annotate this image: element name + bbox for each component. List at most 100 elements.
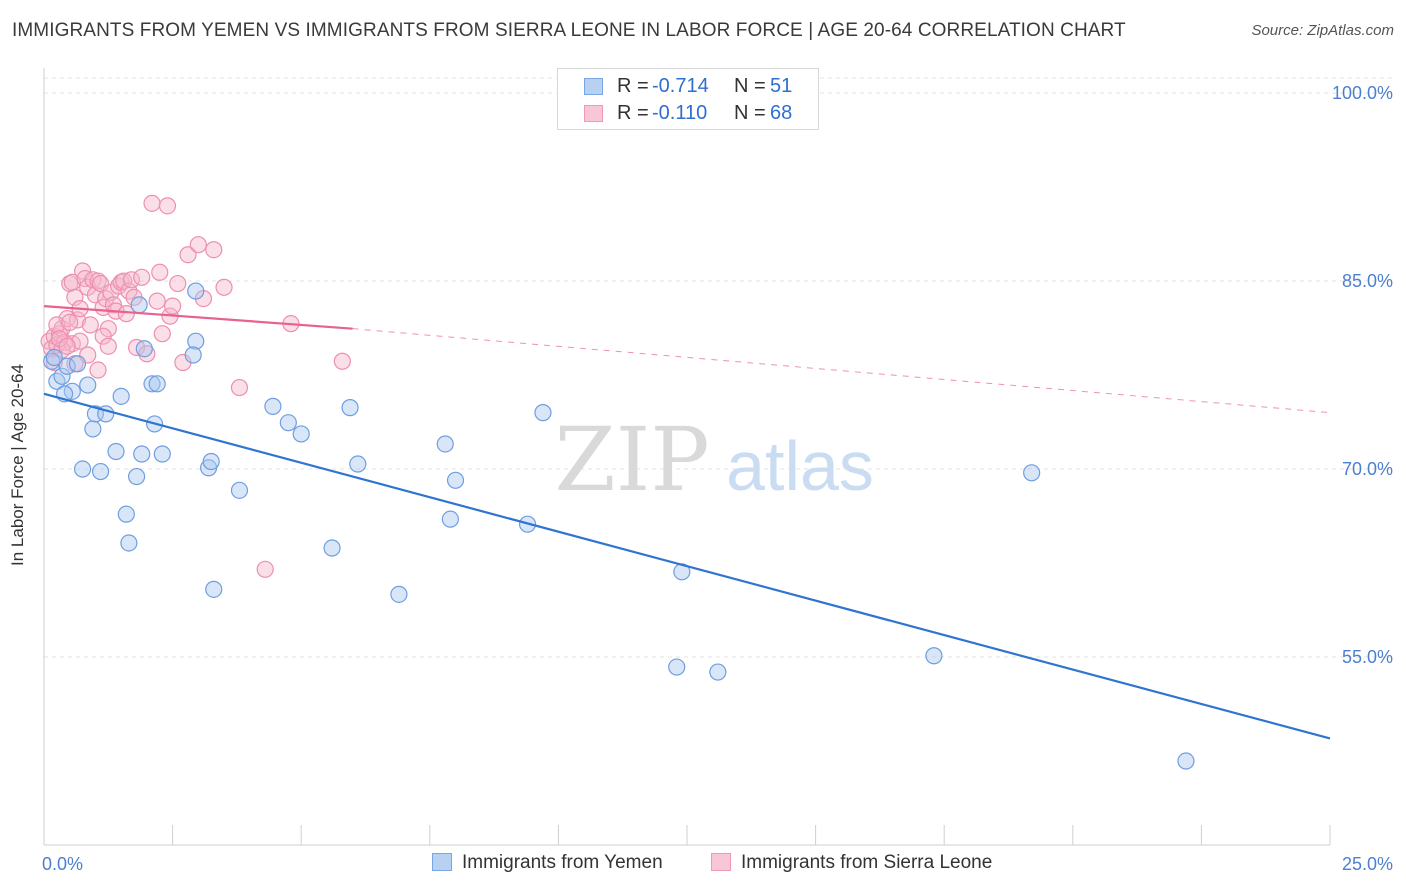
legend-r-value: -0.110: [652, 102, 708, 124]
point-sierra-leone: [81, 316, 99, 334]
point-yemen: [390, 585, 408, 603]
trend-line-sierra-leone-projection: [352, 328, 1331, 414]
axes: [43, 68, 1331, 846]
y-tick-labels: 55.0% 70.0% 85.0% 100.0%: [1332, 83, 1393, 667]
point-yemen: [112, 387, 130, 405]
point-yemen: [117, 505, 135, 523]
point-yemen: [79, 376, 97, 394]
point-sierra-leone: [333, 352, 351, 370]
point-yemen: [68, 355, 87, 373]
point-sierra-leone: [94, 327, 112, 345]
source-label: Source: ZipAtlas.com: [1251, 22, 1394, 39]
point-sierra-leone: [143, 194, 161, 212]
point-yemen: [135, 340, 153, 358]
point-yemen: [441, 510, 459, 528]
y-tick-label: 55.0%: [1342, 647, 1393, 667]
point-yemen: [292, 425, 310, 443]
watermark-zip: ZIP: [554, 408, 709, 511]
point-sierra-leone: [153, 325, 171, 343]
point-sierra-leone: [48, 316, 66, 334]
point-yemen: [187, 282, 205, 300]
legend-n-value: 68: [770, 102, 793, 124]
bottom-legend-label-yemen: Immigrants from Yemen: [462, 852, 663, 873]
point-sierra-leone: [148, 292, 166, 310]
point-yemen: [230, 481, 249, 499]
chart-title: IMMIGRANTS FROM YEMEN VS IMMIGRANTS FROM…: [12, 20, 1126, 41]
bottom-legend-yemen: Immigrants from Yemen: [432, 852, 663, 874]
point-yemen: [58, 357, 76, 375]
legend-swatch-yemen: [584, 78, 603, 95]
point-yemen: [133, 445, 151, 463]
point-sierra-leone: [122, 271, 141, 289]
point-yemen: [84, 420, 102, 438]
legend-swatch-sierra: [584, 105, 603, 122]
point-yemen: [341, 399, 359, 417]
point-sierra-leone: [66, 288, 84, 306]
point-yemen: [202, 452, 220, 471]
y-tick-label: 85.0%: [1342, 271, 1393, 291]
point-yemen: [1177, 752, 1195, 770]
x-tick-label: 25.0%: [1342, 854, 1393, 874]
legend-n-label: N =: [734, 75, 766, 97]
point-yemen: [107, 442, 125, 461]
point-yemen: [323, 539, 341, 557]
legend-n-label: N =: [734, 102, 766, 124]
point-yemen: [91, 462, 110, 481]
point-sierra-leone: [61, 313, 79, 332]
y-tick-label: 70.0%: [1342, 459, 1393, 479]
point-yemen: [130, 296, 148, 314]
point-sierra-leone: [179, 246, 197, 264]
y-tick-label: 100.0%: [1332, 83, 1393, 103]
bottom-legend-swatch-sierra: [711, 853, 731, 871]
point-yemen: [436, 435, 454, 453]
watermark-atlas: atlas: [726, 427, 874, 505]
point-sierra-leone: [138, 345, 156, 363]
point-yemen: [143, 375, 161, 393]
bottom-legend-swatch-yemen: [432, 853, 452, 871]
point-yemen: [709, 663, 727, 681]
grid-lines: [44, 77, 1392, 658]
legend-r-label: R =: [617, 102, 649, 124]
point-yemen: [264, 397, 282, 415]
point-yemen: [153, 445, 171, 463]
point-yemen: [205, 580, 223, 598]
point-sierra-leone: [230, 378, 249, 397]
legend-row-yemen: R = -0.714 N = 51: [558, 74, 818, 100]
trend-line-sierra-leone: [43, 305, 353, 330]
bottom-legend-sierra: Immigrants from Sierra Leone: [711, 852, 992, 874]
point-yemen: [45, 348, 63, 367]
stats-legend: R = -0.714 N = 51 R = -0.110 N = 68: [557, 68, 819, 130]
point-sierra-leone: [151, 263, 169, 281]
point-yemen: [668, 658, 686, 676]
x-tick-label: 0.0%: [42, 854, 83, 874]
point-yemen: [120, 534, 138, 552]
legend-row-sierra: R = -0.110 N = 68: [558, 101, 818, 127]
point-yemen: [127, 467, 146, 486]
point-yemen: [534, 404, 552, 422]
y-axis-label: In Labor Force | Age 20-64: [8, 364, 27, 566]
point-yemen: [53, 367, 71, 385]
legend-r-value: -0.714: [652, 75, 709, 97]
watermark: ZIP atlas: [554, 408, 874, 511]
point-sierra-leone: [189, 236, 207, 254]
point-sierra-leone: [169, 274, 187, 293]
point-yemen: [48, 372, 66, 390]
point-yemen: [349, 455, 367, 473]
bottom-legend-label-sierra: Immigrants from Sierra Leone: [741, 852, 993, 873]
point-sierra-leone: [205, 241, 223, 259]
point-yemen: [187, 332, 205, 350]
point-sierra-leone: [71, 332, 89, 350]
point-sierra-leone: [89, 272, 107, 290]
point-sierra-leone: [256, 560, 274, 578]
point-sierra-leone: [58, 337, 76, 355]
point-yemen: [184, 346, 202, 364]
legend-r-label: R =: [617, 75, 649, 97]
point-yemen: [925, 647, 943, 665]
point-sierra-leone: [133, 268, 151, 286]
point-sierra-leone: [99, 337, 117, 355]
point-yemen: [446, 471, 465, 489]
point-sierra-leone: [89, 361, 107, 379]
point-yemen: [1023, 464, 1041, 482]
point-sierra-leone: [164, 297, 182, 315]
point-yemen: [279, 414, 297, 432]
